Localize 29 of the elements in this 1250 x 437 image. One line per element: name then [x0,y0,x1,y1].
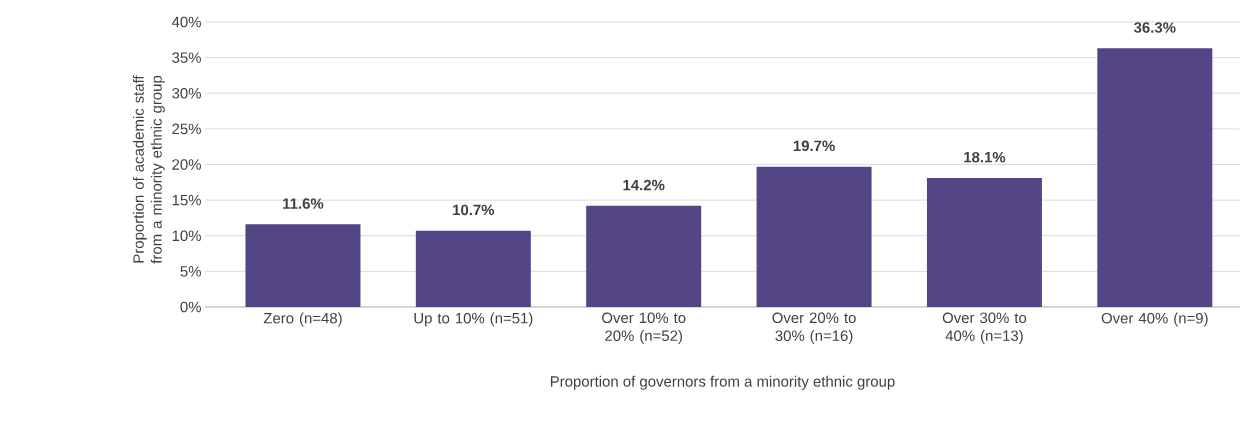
bar [245,224,361,307]
data-label: 14.2% [623,179,665,191]
y-tick-label: 0% [180,301,201,313]
x-tick-label: Over 20% to 30% (n=16) [772,312,856,344]
data-label: 10.7% [453,204,495,216]
bar [586,205,702,307]
bar [415,230,531,307]
bar [756,166,872,307]
x-tick-label: Over 30% to 40% (n=13) [942,312,1027,344]
x-tick-label: Zero (n=48) [263,312,342,327]
y-tick-label: 15% [172,194,201,206]
y-tick-label: 40% [171,16,201,28]
data-label: 18.1% [964,151,1006,163]
y-tick-label: 35% [172,52,201,63]
y-tick-label: 25% [172,123,201,135]
bar [1097,48,1213,307]
x-tick-label: Up to 10% (n=51) [414,312,533,327]
x-tick-label: Over 40% (n=9) [1101,312,1208,327]
y-tick-label: 10% [172,230,201,242]
x-tick-label: Over 10% to 20% (n=52) [602,312,686,344]
bar [926,178,1042,307]
y-tick-label: 20% [172,159,201,170]
y-axis-title: Proportion of academic staff from a minority ethnic group [132,75,165,264]
x-axis-title: Proportion of governors from a minority ethnic group [550,375,895,390]
data-label: 11.6% [283,198,324,209]
y-tick-label: 30% [172,87,201,99]
y-tick-label: 5% [180,266,201,277]
data-label: 19.7% [793,140,835,152]
data-label: 36.3% [1133,22,1176,33]
